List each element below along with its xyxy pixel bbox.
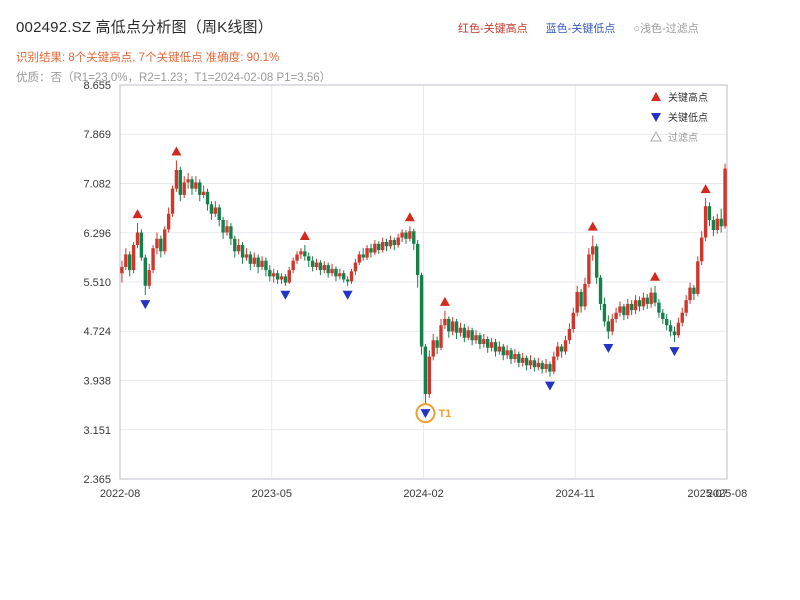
t1-annotation: T1: [415, 403, 451, 424]
y-tick-label: 7.869: [83, 129, 111, 141]
legend-key-low-label: 蓝色-关键低点: [545, 23, 616, 35]
key-low-marker: [544, 381, 555, 391]
x-tick-label: 2024-11: [555, 488, 595, 500]
key-low-marker: [669, 347, 680, 357]
legend-hollow-triangle-icon: [650, 130, 662, 142]
candles: [120, 160, 727, 405]
x-tick-label: 2025-07: [687, 488, 727, 500]
key-high-marker: [700, 184, 711, 194]
y-tick-label: 3.151: [83, 425, 111, 437]
axis-tick-labels: 8.655 7.869 7.082 6.296 5.510 4.724 3.938 3.151…: [83, 80, 747, 500]
key-low-marker: [140, 300, 151, 310]
x-tick-label: 2023-05: [252, 488, 292, 500]
top-legend: 红色-关键高点 蓝色-关键低点 ○浅色-过滤点: [458, 20, 699, 36]
x-tick-label: 2022-08: [100, 488, 140, 500]
grid: [119, 84, 728, 480]
key-low-marker: [280, 290, 291, 300]
t1-circle: [415, 403, 436, 424]
key-high-marker: [439, 296, 450, 306]
y-tick-label: 5.510: [83, 277, 111, 289]
y-tick-label: 8.655: [83, 80, 111, 92]
key-high-marker: [171, 146, 182, 156]
key-low-marker: [420, 409, 431, 419]
legend-item-label: 关键高点: [668, 91, 708, 104]
key-high-marker: [299, 231, 310, 241]
key-point-markers: [132, 146, 711, 419]
key-high-marker: [404, 212, 415, 222]
key-high-marker: [650, 271, 661, 281]
y-tick-label: 2.365: [83, 474, 111, 486]
x-tick-label: 2025-08: [707, 488, 747, 500]
key-high-marker: [132, 209, 143, 219]
plot-border: [119, 84, 728, 480]
y-tick-label: 7.082: [83, 179, 111, 191]
key-low-marker: [342, 290, 353, 300]
recognition-result: 识别结果: 8个关键高点, 7个关键低点 准确度: 90.1%: [16, 52, 280, 64]
legend-filter-label: ○浅色-过滤点: [633, 23, 699, 35]
key-high-marker: [587, 221, 598, 231]
quality-note: 优质：否（R1=23.0%，R2=1.23；T1=2024-02-08 P1=3…: [16, 72, 332, 84]
legend-item-label: 关键低点: [668, 111, 708, 124]
legend-down-triangle-icon: [651, 113, 661, 122]
legend-item-label: 过滤点: [668, 131, 698, 144]
key-low-marker: [603, 344, 614, 354]
x-tick-label: 2024-02: [403, 488, 443, 500]
y-tick-label: 6.296: [83, 228, 111, 240]
t1-label: T1: [438, 408, 451, 420]
legend-key-high-label: 红色-关键高点: [458, 23, 528, 35]
y-tick-label: 3.938: [83, 375, 111, 387]
legend-up-triangle-icon: [651, 92, 661, 101]
page-title: 002492.SZ 高低点分析图（周K线图）: [16, 19, 273, 36]
y-tick-label: 4.724: [83, 326, 111, 338]
